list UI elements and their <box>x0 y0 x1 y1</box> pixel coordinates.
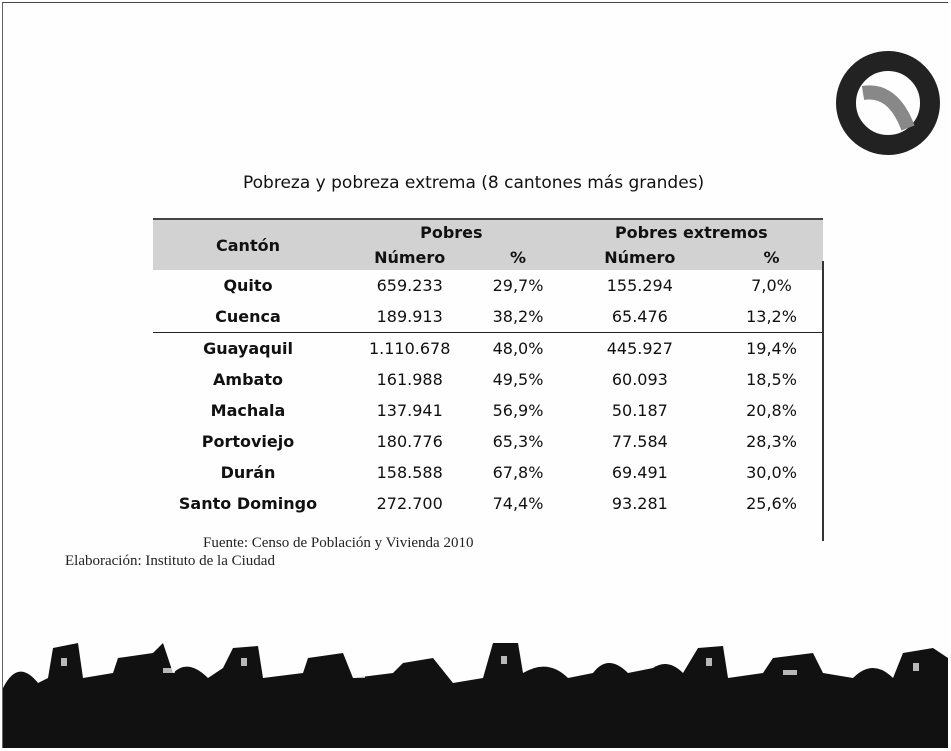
canton: Guayaquil <box>153 333 343 365</box>
extreme-number: 77.584 <box>560 426 720 457</box>
poor-percent: 67,8% <box>476 457 559 488</box>
source-note: Fuente: Censo de Población y Vivienda 20… <box>203 535 473 552</box>
extreme-percent: 30,0% <box>720 457 823 488</box>
poor-percent: 48,0% <box>476 333 559 365</box>
page: Pobreza y pobreza extrema (8 cantones má… <box>0 0 951 751</box>
table-rule <box>822 261 824 541</box>
credit-note: Elaboración: Instituto de la Ciudad <box>65 553 275 570</box>
extreme-percent: 20,8% <box>720 395 823 426</box>
extreme-percent: 28,3% <box>720 426 823 457</box>
canton: Durán <box>153 457 343 488</box>
poverty-table: Cantón Pobres Pobres extremos Número % N… <box>153 218 823 519</box>
extreme-percent: 25,6% <box>720 488 823 519</box>
poor-percent: 38,2% <box>476 301 559 333</box>
extreme-number: 155.294 <box>560 270 720 301</box>
poor-percent: 56,9% <box>476 395 559 426</box>
canton: Quito <box>153 270 343 301</box>
extreme-number: 60.093 <box>560 364 720 395</box>
poor-number: 158.588 <box>343 457 476 488</box>
extreme-number: 65.476 <box>560 301 720 333</box>
extreme-percent: 7,0% <box>720 270 823 301</box>
poor-percent: 74,4% <box>476 488 559 519</box>
extreme-percent: 18,5% <box>720 364 823 395</box>
header-canton: Cantón <box>153 219 343 270</box>
poor-number: 180.776 <box>343 426 476 457</box>
logo <box>833 48 948 168</box>
canton: Santo Domingo <box>153 488 343 519</box>
poor-number: 137.941 <box>343 395 476 426</box>
canton: Portoviejo <box>153 426 343 457</box>
slide: Pobreza y pobreza extrema (8 cantones má… <box>2 2 948 748</box>
poor-percent: 29,7% <box>476 270 559 301</box>
poor-number: 189.913 <box>343 301 476 333</box>
poor-percent: 49,5% <box>476 364 559 395</box>
subheader: % <box>720 245 823 270</box>
extreme-number: 445.927 <box>560 333 720 365</box>
canton: Ambato <box>153 364 343 395</box>
subheader: Número <box>560 245 720 270</box>
city-skyline <box>3 618 948 748</box>
extreme-number: 93.281 <box>560 488 720 519</box>
canton: Cuenca <box>153 301 343 333</box>
header-group: Pobres <box>343 219 560 245</box>
poor-number: 659.233 <box>343 270 476 301</box>
subheader: % <box>476 245 559 270</box>
canton: Machala <box>153 395 343 426</box>
extreme-percent: 13,2% <box>720 301 823 333</box>
poor-number: 161.988 <box>343 364 476 395</box>
header-group: Pobres extremos <box>560 219 823 245</box>
extreme-percent: 19,4% <box>720 333 823 365</box>
poor-number: 1.110.678 <box>343 333 476 365</box>
extreme-number: 69.491 <box>560 457 720 488</box>
subheader: Número <box>343 245 476 270</box>
table-title: Pobreza y pobreza extrema (8 cantones má… <box>243 173 704 193</box>
poor-number: 272.700 <box>343 488 476 519</box>
poor-percent: 65,3% <box>476 426 559 457</box>
extreme-number: 50.187 <box>560 395 720 426</box>
